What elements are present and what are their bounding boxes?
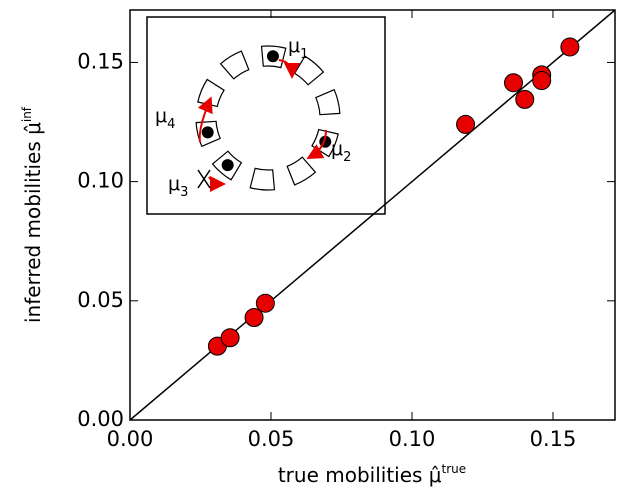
rate-symbol: μ [155, 105, 167, 127]
rate-subscript: 2 [343, 150, 351, 165]
rate-label: μ1 [288, 35, 308, 62]
rate-symbol: μ [288, 35, 300, 57]
rate-subscript: 4 [167, 117, 175, 132]
wedge [315, 88, 341, 116]
point [255, 293, 275, 313]
wedge [286, 156, 317, 186]
point [456, 114, 476, 134]
rate-label: μ4 [155, 105, 175, 132]
particle [266, 50, 279, 63]
wedge [219, 50, 250, 80]
x-tick-label: 0.05 [248, 427, 295, 451]
x-axis-label: true mobilities μ̂true [278, 462, 466, 487]
y-tick-label: 0.15 [77, 49, 124, 73]
rate-subscript: 1 [300, 47, 308, 62]
rate-symbol: μ [168, 173, 180, 195]
y-label-symbol: μ̂ [21, 122, 45, 135]
y-tick-label: 0.05 [77, 288, 124, 312]
rate-subscript: 3 [180, 185, 188, 200]
x-tick-label: 0.00 [107, 427, 154, 451]
point [515, 89, 535, 109]
hop-arrow [306, 129, 327, 159]
hop-arrow [197, 96, 213, 143]
x-tick-label: 0.10 [389, 427, 436, 451]
blocked-mark [197, 169, 211, 189]
hop-arrow [208, 175, 226, 192]
x-tick-label: 0.15 [530, 427, 577, 451]
point [503, 73, 523, 93]
point [220, 328, 240, 348]
y-axis-label: inferred mobilities μ̂inf [20, 106, 45, 323]
x-label-sup: true [442, 462, 467, 476]
rate-label: μ3 [168, 173, 188, 200]
point [244, 308, 264, 327]
point [560, 37, 580, 57]
point [532, 71, 552, 91]
rate-symbol: μ [331, 138, 343, 160]
x-label-symbol: μ̂ [429, 463, 442, 487]
particle [201, 126, 214, 139]
x-label-text: true mobilities [278, 463, 423, 487]
y-tick-label: 0.10 [77, 169, 124, 193]
plot-frame [129, 9, 616, 421]
y-label-text: inferred mobilities [21, 141, 45, 323]
y-label-sup: inf [20, 106, 34, 122]
hop-arrow [278, 59, 300, 79]
rate-label: μ2 [331, 138, 351, 165]
y-tick-label: 0.00 [77, 407, 124, 431]
particle [221, 159, 234, 172]
wedge [249, 167, 276, 191]
